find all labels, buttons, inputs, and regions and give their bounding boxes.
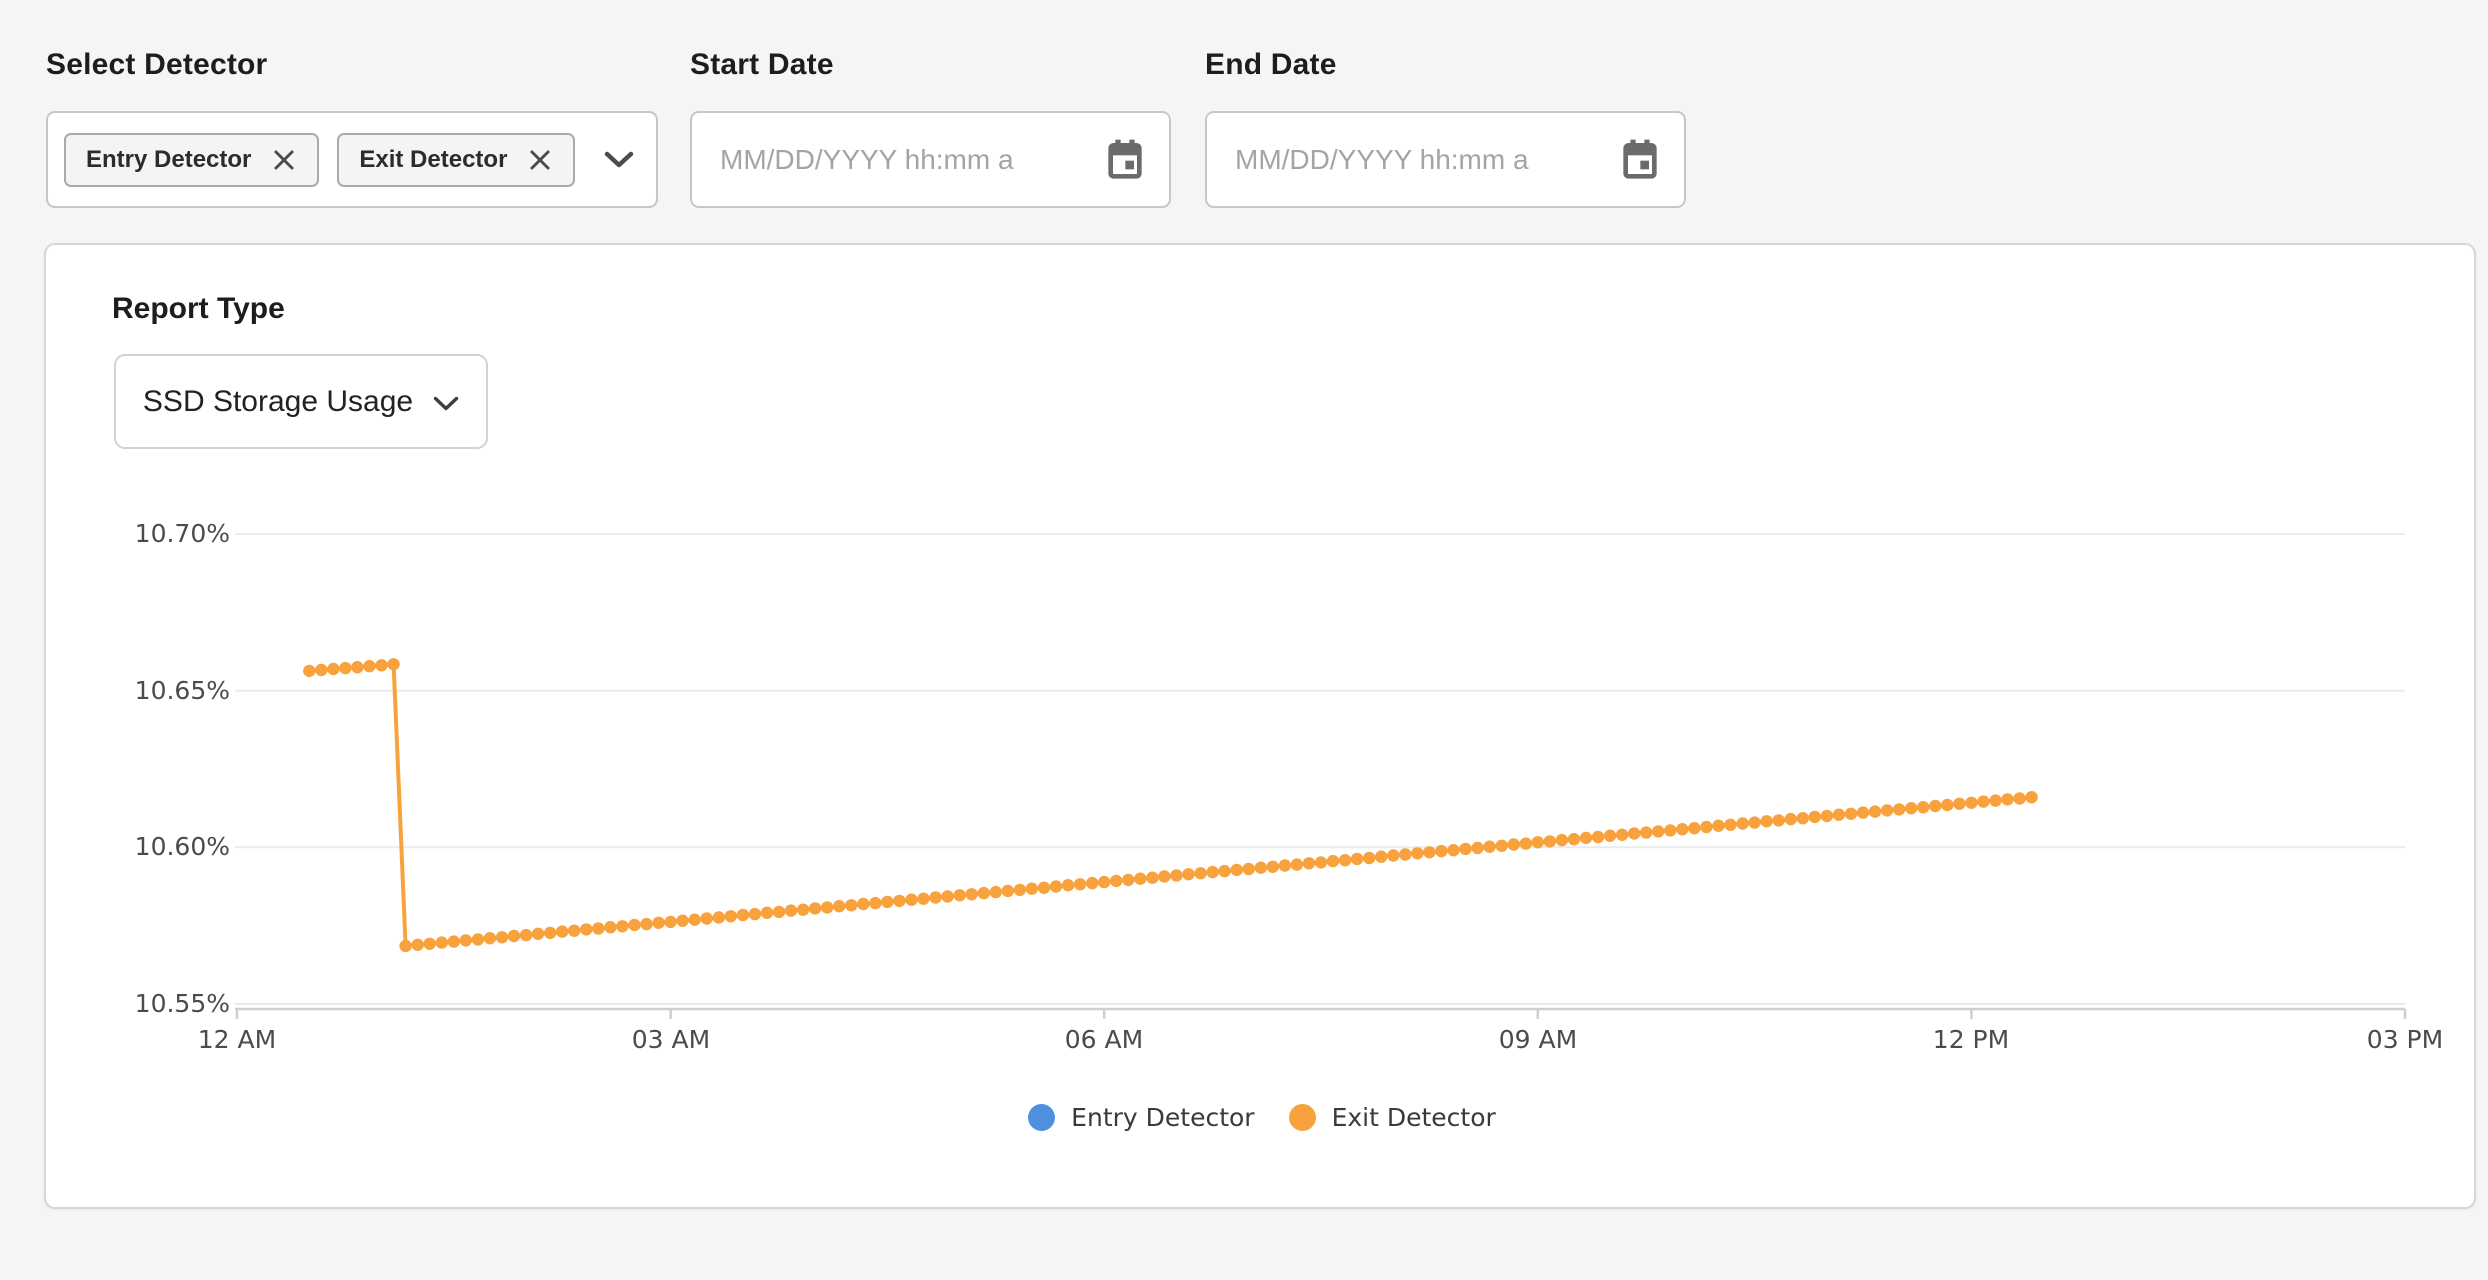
calendar-icon[interactable]: [1620, 138, 1660, 182]
calendar-icon[interactable]: [1105, 138, 1145, 182]
chevron-down-icon: [433, 396, 459, 410]
chevron-down-icon[interactable]: [604, 151, 634, 169]
report-card: Report Type SSD Storage Usage 10.70% 10.…: [44, 243, 2476, 1209]
legend-dot-entry: [1028, 1104, 1056, 1131]
chip-label: Exit Detector: [359, 145, 508, 173]
x-axis-tick: 09 AM: [1498, 1025, 1578, 1054]
end-date-field: [1205, 111, 1686, 208]
detector-multiselect[interactable]: Entry Detector Exit Detector: [46, 111, 658, 208]
y-axis-tick: 10.60%: [134, 832, 230, 861]
x-axis-tick: 06 AM: [1064, 1025, 1144, 1054]
legend-dot-exit: [1288, 1104, 1316, 1131]
end-date-label: End Date: [1205, 48, 1337, 81]
report-type-label: Report Type: [112, 292, 285, 325]
legend-item-entry-detector[interactable]: Entry Detector: [1028, 1103, 1255, 1132]
detector-chip-exit[interactable]: Exit Detector: [337, 132, 576, 187]
x-axis-tick: 12 AM: [197, 1025, 277, 1054]
start-date-input[interactable]: [718, 142, 1095, 177]
chip-label: Entry Detector: [86, 145, 252, 173]
x-axis-tick: 03 PM: [2366, 1025, 2444, 1054]
start-date-label: Start Date: [690, 48, 834, 81]
detector-chip-entry[interactable]: Entry Detector: [64, 132, 320, 187]
legend-item-exit-detector[interactable]: Exit Detector: [1288, 1103, 1496, 1132]
end-date-input[interactable]: [1233, 142, 1610, 177]
y-axis-tick: 10.55%: [134, 989, 230, 1018]
legend-label: Exit Detector: [1331, 1103, 1496, 1132]
chart-legend: Entry Detector Exit Detector: [46, 1103, 2478, 1132]
report-type-value: SSD Storage Usage: [142, 384, 414, 418]
y-axis-tick: 10.70%: [134, 519, 230, 548]
report-type-dropdown[interactable]: SSD Storage Usage: [114, 354, 488, 449]
x-icon[interactable]: [527, 147, 553, 173]
y-axis-tick: 10.65%: [134, 676, 230, 705]
start-date-field: [690, 111, 1171, 208]
x-axis-tick: 12 PM: [1932, 1025, 2010, 1054]
select-detector-label: Select Detector: [46, 48, 268, 81]
usage-line-chart: [235, 533, 2407, 1019]
legend-label: Entry Detector: [1071, 1103, 1255, 1132]
x-axis-tick: 03 AM: [631, 1025, 711, 1054]
x-icon[interactable]: [271, 147, 297, 173]
